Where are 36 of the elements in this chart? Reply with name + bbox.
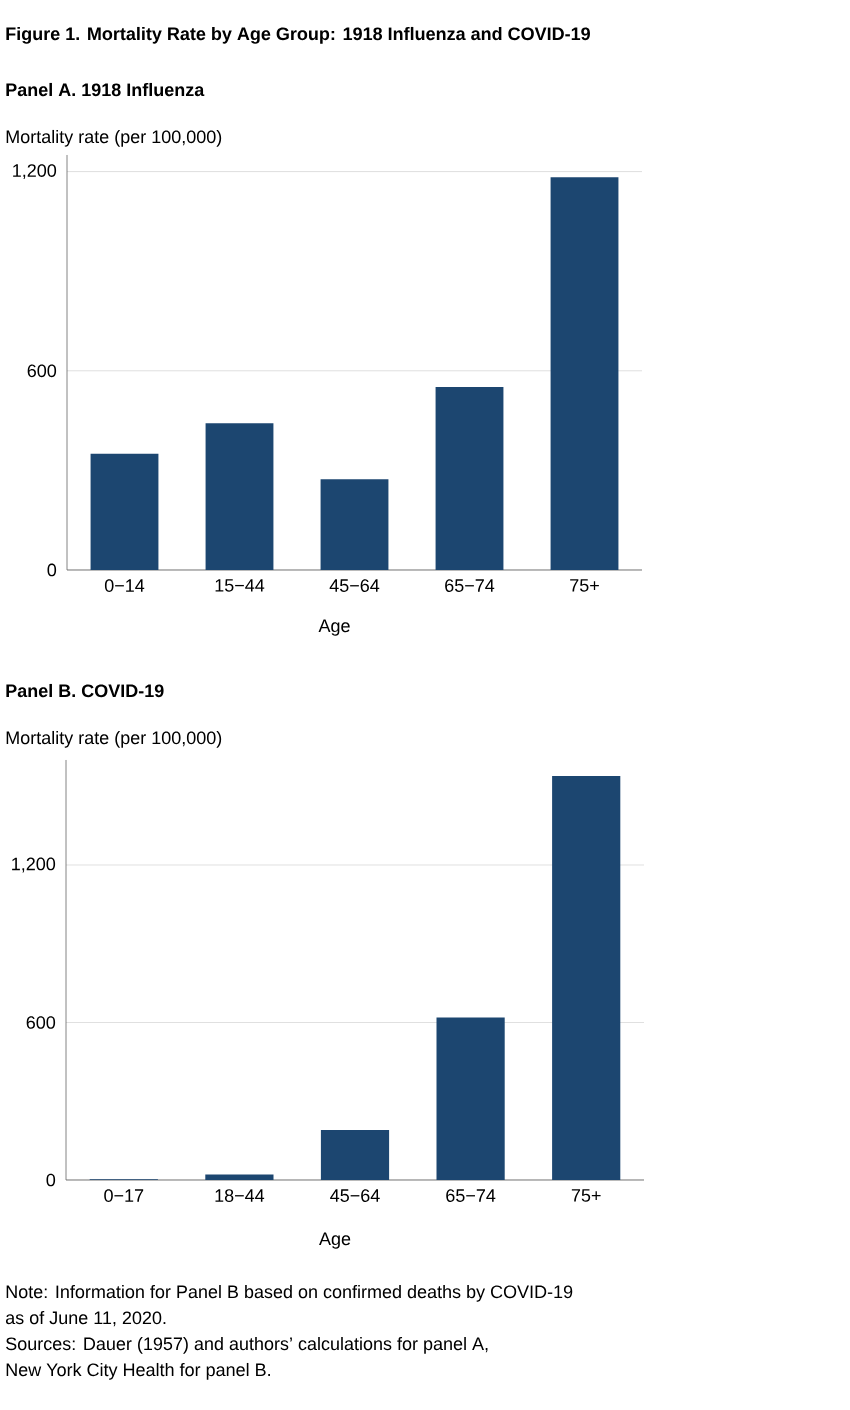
bar — [90, 453, 159, 570]
y-tick-label: 600 — [26, 1016, 56, 1029]
x-axis-title: Age — [319, 1232, 351, 1249]
x-tick-label: 75+ — [571, 1189, 601, 1202]
y-tick-label: 1,200 — [13, 164, 57, 180]
bar — [320, 479, 389, 570]
bar — [552, 776, 621, 1180]
text: as of June 11, 2020. — [5, 1310, 166, 1327]
x-tick-label: 18−44 — [215, 1189, 265, 1202]
x-tick-label: 45−64 — [329, 579, 380, 592]
y-axis-title: Mortality rate (per 100,000) — [6, 129, 222, 147]
bar — [435, 387, 504, 570]
bar — [436, 1017, 505, 1180]
x-tick-label: 65−74 — [445, 579, 495, 592]
bar — [320, 1130, 390, 1180]
y-axis-title: Mortality rate (per 100,000) — [6, 730, 222, 748]
x-tick-label: 75+ — [570, 579, 599, 592]
chart-subtitle: Panel A. 1918 Influenza — [6, 82, 205, 97]
x-tick-label: 45−64 — [330, 1189, 380, 1202]
text: New York City Health for panel B. — [6, 1362, 270, 1380]
text: Note: Information for Panel B based on confirmed deaths by COVID-19 — [6, 1284, 573, 1302]
x-tick-label: 0−17 — [104, 1189, 144, 1202]
y-tick-label: 0 — [47, 563, 57, 577]
x-tick-label: 65−74 — [446, 1189, 496, 1202]
bar — [550, 177, 619, 570]
y-tick-label: 600 — [27, 364, 57, 378]
x-axis-title: Age — [318, 619, 350, 636]
chart-title: Panel B. COVID-19 — [6, 683, 164, 698]
chart-title: Figure 1. Mortality Rate by Age Group: 1918 Influenza and COVID-19 — [6, 26, 590, 44]
x-tick-label: 0−14 — [104, 579, 145, 592]
y-tick-label: 0 — [46, 1173, 56, 1187]
x-tick-label: 15−44 — [215, 579, 265, 592]
bar — [205, 1174, 274, 1180]
source-note: Sources: Dauer (1957) and authors’ calculations for panel A, — [6, 1336, 488, 1354]
bar — [205, 423, 274, 570]
y-tick-label: 1,200 — [12, 857, 56, 873]
